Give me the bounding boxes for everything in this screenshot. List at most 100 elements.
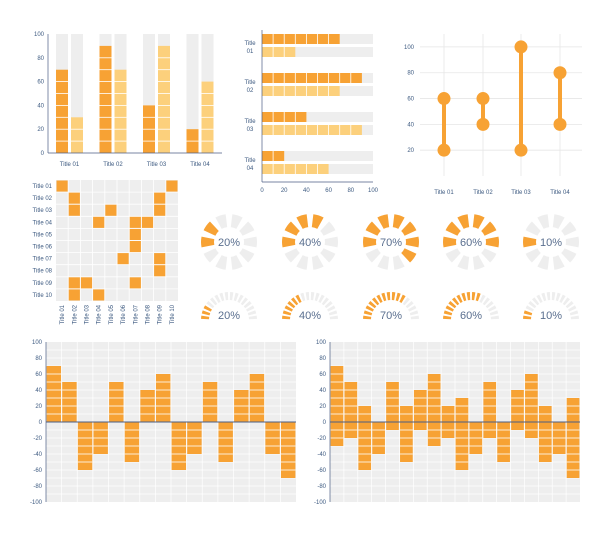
gauge-segment	[561, 221, 577, 236]
arc-segment	[551, 292, 556, 301]
y-tick-label: -60	[317, 468, 326, 474]
matrix-chart: Title 01 Title 02 Title 03 Title 04 Title 05…	[33, 180, 178, 324]
y-category-label: 02	[247, 88, 254, 94]
arc-segment	[363, 310, 373, 316]
bar	[483, 382, 497, 438]
arc-segment	[291, 297, 299, 306]
gauge-segment	[525, 221, 541, 236]
arc-segment	[409, 310, 419, 316]
arc-segment	[328, 310, 338, 316]
y-tick-label: 0	[41, 151, 45, 157]
gauge-segment	[472, 255, 485, 270]
arc-segment	[219, 292, 225, 302]
range-point-high	[514, 40, 528, 54]
arc-segment	[466, 292, 471, 301]
arc-segment	[376, 294, 383, 303]
bar-track	[262, 47, 373, 57]
y-tick-label: 60	[35, 372, 42, 378]
gauge-segment	[457, 214, 470, 229]
gauge-segment	[282, 236, 296, 248]
x-category-label: Title 04	[190, 162, 210, 168]
arc-segment	[284, 305, 293, 312]
arc-segment	[300, 292, 306, 302]
gauge-segment	[443, 236, 457, 248]
column-label: Title 10	[170, 304, 176, 324]
gauge-segment	[485, 236, 499, 248]
gauge-segment	[537, 255, 550, 270]
arc-segment	[479, 294, 486, 303]
arc-segment	[314, 292, 320, 302]
bar-track	[262, 112, 373, 122]
row-label: Title 10	[33, 293, 53, 299]
horizontal-bar-chart: Title 01 Title 02 Title 03 Title 04 0 20 40 60 80 100	[244, 30, 379, 194]
y-tick-label: 20	[319, 404, 326, 410]
arc-segment	[391, 292, 396, 301]
gauge-segment	[552, 255, 565, 270]
gauge-segment	[296, 255, 309, 270]
x-category-label: Title 01	[60, 162, 80, 168]
range-point-high	[437, 92, 451, 106]
y-tick-label: 100	[404, 45, 415, 51]
matrix-cell	[129, 277, 141, 289]
gauge-segment	[405, 236, 419, 248]
y-category-label: Title	[244, 41, 256, 47]
x-tick-label: 60	[325, 188, 332, 194]
bar	[62, 382, 77, 422]
gauge-segment	[561, 248, 577, 263]
arc-gauge-label: 60%	[460, 310, 482, 322]
bar	[109, 382, 124, 422]
row-label: Title 01	[33, 184, 53, 190]
gauge-segment	[230, 214, 243, 229]
arc-segment	[569, 310, 579, 316]
gauge-segment	[365, 248, 381, 263]
gauge-segment	[215, 255, 228, 270]
arc-segment	[282, 315, 291, 320]
arc-segment	[488, 305, 497, 312]
column-label: Title 06	[121, 304, 127, 324]
arc-segment	[287, 301, 296, 309]
arc-segment	[490, 315, 499, 320]
x-category-label: Title 03	[147, 162, 167, 168]
y-tick-label: 20	[37, 127, 44, 133]
x-category-label: Title 02	[473, 190, 493, 196]
bar-1	[262, 34, 340, 44]
arc-segment	[555, 292, 561, 302]
arc-segment	[282, 310, 292, 316]
arc-segment	[532, 297, 540, 306]
gauge-label: 10%	[540, 237, 562, 249]
arc-segment	[381, 292, 387, 302]
gauge-segment	[320, 248, 336, 263]
arc-segment	[452, 297, 460, 306]
matrix-cell	[68, 192, 80, 204]
bar-2	[262, 47, 296, 57]
y-category-label: 04	[247, 166, 254, 172]
arc-segment	[489, 310, 499, 316]
bar	[455, 398, 469, 470]
y-tick-label: 40	[319, 388, 326, 394]
gauge-segment	[401, 248, 417, 263]
arc-segment	[324, 301, 333, 309]
gauge-segment	[552, 214, 565, 229]
gauge-label: 20%	[218, 237, 240, 249]
y-category-label: Title	[244, 80, 256, 86]
matrix-cell	[129, 216, 141, 228]
gauge-segment	[523, 236, 537, 248]
y-tick-label: 60	[407, 97, 414, 103]
column-label: Title 02	[72, 304, 78, 324]
row-label: Title 05	[33, 232, 53, 238]
range-point-low	[476, 117, 490, 131]
y-category-label: 03	[247, 127, 254, 133]
arc-gauge-label: 70%	[380, 310, 402, 322]
y-tick-label: -20	[317, 436, 326, 442]
y-tick-label: -80	[33, 484, 42, 490]
y-tick-label: 20	[35, 404, 42, 410]
column-label: Title 01	[60, 304, 66, 324]
arc-segment	[399, 294, 406, 303]
column-label: Title 05	[109, 304, 115, 324]
gauge-segment	[284, 248, 300, 263]
y-tick-label: -80	[317, 484, 326, 490]
arc-segment	[408, 305, 417, 312]
matrix-cell	[154, 204, 166, 216]
gauge-label: 60%	[460, 237, 482, 249]
bar	[218, 422, 233, 462]
